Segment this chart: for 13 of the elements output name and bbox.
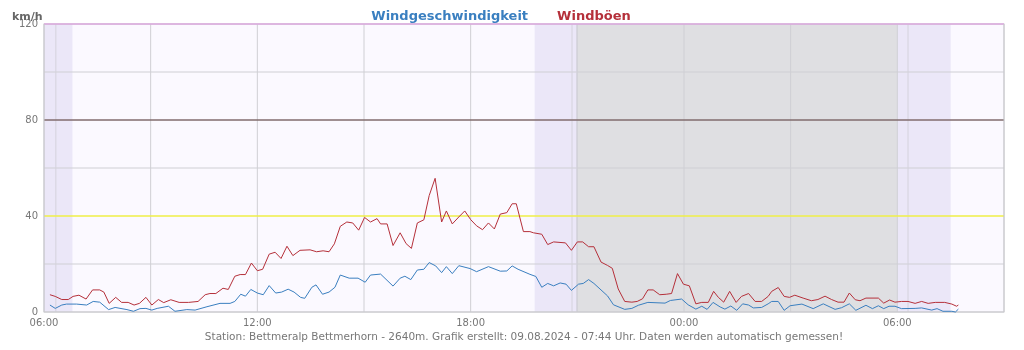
line-series <box>49 177 959 307</box>
text: Station: Bettmeralp Bettmerhorn - 2640m. Grafik erstellt: 09.08.2024 - 07:44 Uhr. Daten werden automatisch gemessen! <box>204 330 844 342</box>
y-tick-label: 40 <box>25 210 38 221</box>
x-tick-label: 06:00 <box>882 317 912 328</box>
x-tick-label: 06:00 <box>29 317 59 328</box>
line-series <box>49 262 959 313</box>
text: Windböen <box>557 8 631 23</box>
x-tick-label: 00:00 <box>669 317 699 328</box>
text: Windgeschwindigkeit <box>371 8 529 23</box>
y-tick-label: 80 <box>25 114 38 125</box>
x-tick-label: 18:00 <box>456 317 486 328</box>
x-tick-label: 12:00 <box>242 317 272 328</box>
y-tick-label: 0 <box>31 306 38 317</box>
